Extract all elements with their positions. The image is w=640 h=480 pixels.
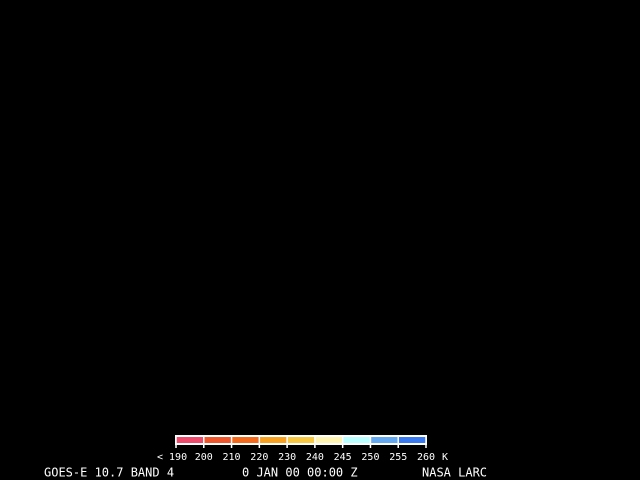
colorbar-label: 255: [389, 452, 407, 463]
colorbar-segment: [370, 437, 399, 443]
colorbar-unit: K: [442, 452, 448, 463]
colorbar-segment: [259, 437, 288, 443]
colorbar-segment: [342, 437, 371, 443]
colorbar-label: 240: [306, 452, 324, 463]
time-label: 0 JAN 00 00:00 Z: [242, 466, 358, 480]
satellite-label: GOES-E 10.7 BAND 4: [44, 466, 174, 480]
colorbar-segment: [398, 437, 426, 443]
colorbar-label: 210: [223, 452, 241, 463]
colorbar-segment: [287, 437, 315, 443]
colorbar-segment: [231, 437, 260, 443]
colorbar-label: 245: [334, 452, 352, 463]
colorbar-label: 260: [417, 452, 435, 463]
colorbar-label: 230: [278, 452, 296, 463]
colorbar-segment: [314, 437, 343, 443]
colorbar-label: 220: [250, 452, 268, 463]
colorbar-label: 250: [361, 452, 379, 463]
colorbar-segment: [176, 437, 204, 443]
colorbar-segment: [203, 437, 232, 443]
colorbar-label: 200: [195, 452, 213, 463]
source-label: NASA LARC: [422, 466, 487, 480]
colorbar-label: < 190: [157, 452, 187, 463]
